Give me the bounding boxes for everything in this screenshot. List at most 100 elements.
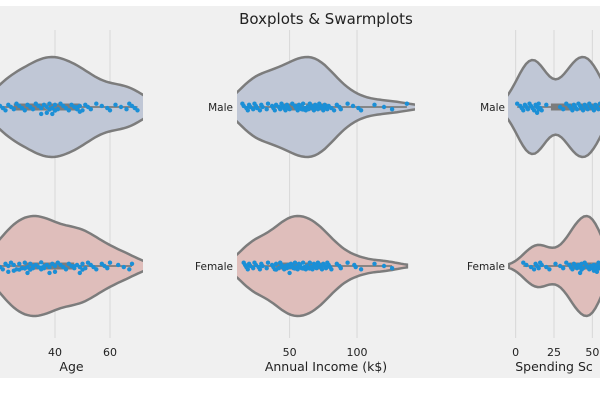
swarm-point: [47, 101, 52, 106]
swarm-point: [594, 269, 600, 274]
swarm-point: [265, 101, 271, 106]
swarm-point: [553, 261, 558, 266]
swarm-point: [329, 267, 334, 272]
swarm-point: [353, 264, 358, 270]
swarm-point: [251, 107, 256, 112]
x-tick-label: 25: [547, 346, 561, 359]
swarm-point: [323, 266, 329, 271]
swarm-point: [597, 264, 600, 270]
swarm-point: [63, 267, 69, 272]
swarm-point: [547, 267, 552, 272]
swarm-point: [404, 101, 410, 106]
swarm-point: [6, 263, 11, 269]
swarm-point: [80, 261, 85, 266]
swarm-point: [94, 101, 99, 106]
swarm-point: [539, 108, 544, 113]
swarm-point: [597, 101, 600, 106]
swarm-point: [107, 260, 113, 265]
swarm-point: [39, 260, 44, 265]
swarm-point: [47, 264, 52, 270]
swarm-point: [25, 270, 30, 276]
panel-1: 40 60 Age: [0, 30, 143, 374]
category-label-female: Female: [467, 261, 505, 273]
swarm-point: [22, 260, 27, 265]
swarm-point: [11, 107, 16, 112]
swarm-point: [515, 101, 520, 106]
swarm-point: [536, 266, 541, 271]
swarm-point: [245, 108, 250, 113]
swarm-point: [300, 260, 306, 265]
x-tick-label: 50: [283, 346, 297, 359]
swarm-point: [99, 103, 105, 109]
swarm-point: [116, 262, 121, 268]
swarm-point: [561, 107, 566, 112]
swarm-point: [315, 107, 321, 112]
swarm-point: [3, 108, 8, 113]
swarm-point: [585, 107, 590, 112]
swarm-point: [358, 267, 364, 272]
swarm-point: [22, 108, 27, 113]
swarm-point: [531, 108, 537, 113]
swarm-point: [319, 267, 325, 272]
swarm-point: [314, 266, 319, 271]
swarm-point: [321, 108, 326, 113]
swarm-point: [257, 267, 263, 272]
x-axis-label: Spending Sc: [515, 359, 593, 374]
swarm-point: [265, 260, 271, 265]
swarm-point: [345, 101, 350, 106]
swarm-point: [389, 266, 395, 271]
x-tick-label: 40: [48, 346, 62, 359]
swarm-point: [570, 267, 575, 272]
swarm-point: [524, 262, 529, 268]
swarm-point: [50, 111, 55, 117]
swarm-point: [135, 108, 140, 113]
swarm-point: [300, 101, 306, 106]
swarm-point: [272, 108, 277, 113]
swarm-point: [295, 108, 300, 113]
swarm-point: [544, 102, 549, 108]
category-label-female: Female: [195, 261, 233, 273]
swarm-point: [596, 107, 600, 112]
swarm-point: [539, 262, 544, 268]
swarm-point: [251, 266, 256, 271]
x-tick-label: 100: [347, 346, 368, 359]
x-tick-label: 50: [585, 346, 599, 359]
swarm-point: [577, 270, 583, 276]
swarm-point: [264, 266, 269, 271]
swarm-point: [544, 264, 549, 270]
swarm-point: [389, 107, 395, 112]
swarm-point: [52, 102, 58, 108]
swarm-point: [591, 108, 597, 113]
swarm-point: [580, 108, 586, 113]
swarm-point: [113, 102, 118, 108]
swarm-point: [52, 269, 58, 274]
swarm-point: [381, 263, 387, 269]
swarm-point: [264, 107, 269, 112]
x-axis-label: Annual Income (k$): [265, 359, 387, 374]
panel-plot-area: [508, 55, 600, 318]
swarm-point: [257, 108, 263, 113]
swarm-point: [118, 104, 124, 110]
swarm-point: [528, 264, 534, 270]
swarm-point: [77, 103, 83, 109]
swarm-point: [6, 269, 11, 274]
x-tick-label: 60: [103, 346, 117, 359]
swarm-point: [295, 267, 300, 272]
swarm-point: [80, 108, 85, 113]
swarm-point: [17, 261, 22, 266]
swarm-point: [77, 270, 83, 276]
swarm-point: [574, 107, 580, 112]
swarm-point: [338, 266, 343, 271]
swarm-point: [0, 267, 5, 272]
swarm-point: [521, 108, 526, 113]
swarm-point: [30, 107, 36, 112]
swarm-point: [557, 263, 563, 269]
swarm-point: [521, 260, 526, 265]
swarm-point: [557, 104, 563, 110]
category-label-male: Male: [208, 102, 233, 114]
swarm-point: [276, 266, 281, 271]
swarm-point: [307, 260, 312, 265]
